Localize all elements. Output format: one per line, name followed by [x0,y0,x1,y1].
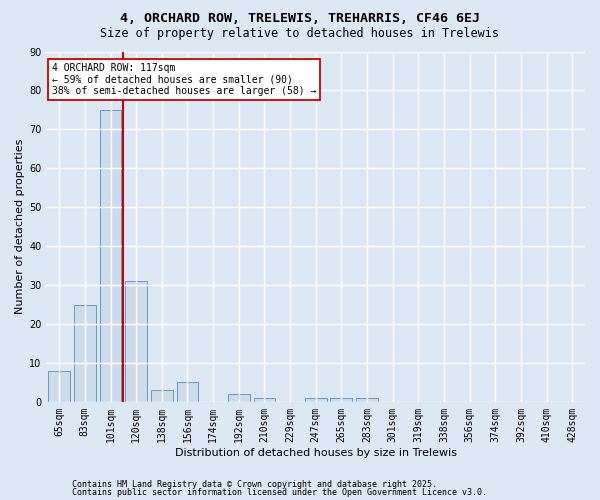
Bar [331,398,352,402]
Bar [356,398,378,402]
Bar [100,110,121,402]
Bar [254,398,275,402]
Bar [49,370,70,402]
Y-axis label: Number of detached properties: Number of detached properties [15,139,25,314]
Bar [176,382,199,402]
Text: Contains HM Land Registry data © Crown copyright and database right 2025.: Contains HM Land Registry data © Crown c… [72,480,437,489]
X-axis label: Distribution of detached houses by size in Trelewis: Distribution of detached houses by size … [175,448,457,458]
Bar [125,281,147,402]
Text: Size of property relative to detached houses in Trelewis: Size of property relative to detached ho… [101,28,499,40]
Text: 4, ORCHARD ROW, TRELEWIS, TREHARRIS, CF46 6EJ: 4, ORCHARD ROW, TRELEWIS, TREHARRIS, CF4… [120,12,480,26]
Bar [151,390,173,402]
Text: Contains public sector information licensed under the Open Government Licence v3: Contains public sector information licen… [72,488,487,497]
Bar [74,304,96,402]
Bar [305,398,326,402]
Bar [228,394,250,402]
Text: 4 ORCHARD ROW: 117sqm
← 59% of detached houses are smaller (90)
38% of semi-deta: 4 ORCHARD ROW: 117sqm ← 59% of detached … [52,63,316,96]
